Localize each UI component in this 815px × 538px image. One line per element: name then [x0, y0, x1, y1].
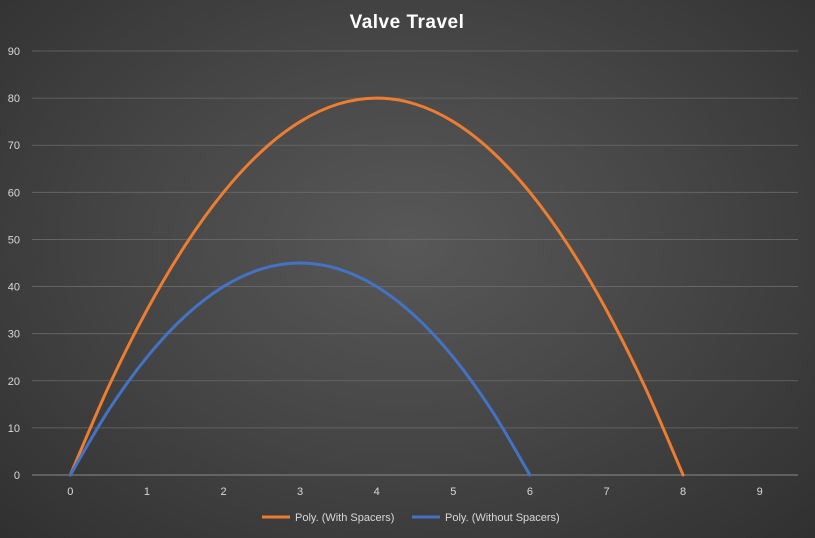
legend: Poly. (With Spacers) Poly. (Without Space…: [262, 512, 560, 524]
y-tick-label: 50: [8, 234, 20, 246]
x-tick-label: 4: [374, 486, 380, 498]
y-tick-label: 90: [8, 46, 20, 58]
legend-item: Poly. (Without Spacers): [412, 512, 560, 524]
x-tick-label: 7: [603, 486, 609, 498]
y-tick-label: 60: [8, 187, 20, 199]
series-line-1: [68, 261, 532, 477]
grid-lines: [32, 50, 798, 429]
y-tick-label: 40: [8, 282, 20, 294]
y-tick-label: 80: [8, 93, 20, 105]
legend-label: Poly. (With Spacers): [295, 512, 394, 524]
axes: 0 10 20 30 40 50 60 70 80 90 0 1 2 3 4 5 6 7 8 9: [8, 46, 798, 498]
series-line-0: [68, 96, 685, 477]
x-tick-label: 9: [757, 486, 763, 498]
x-tick-label: 2: [220, 486, 226, 498]
x-tick-label: 3: [297, 486, 303, 498]
legend-label: Poly. (Without Spacers): [445, 512, 560, 524]
y-tick-label: 10: [8, 423, 20, 435]
x-tick-label: 8: [680, 486, 686, 498]
x-tick-label: 1: [144, 486, 150, 498]
x-tick-label: 5: [450, 486, 456, 498]
y-tick-label: 20: [8, 376, 20, 388]
y-tick-label: 30: [8, 329, 20, 341]
y-tick-label: 70: [8, 140, 20, 152]
legend-item: Poly. (With Spacers): [262, 512, 394, 524]
y-tick-label: 0: [14, 470, 20, 482]
series-lines: [68, 96, 685, 477]
x-tick-label: 6: [527, 486, 533, 498]
chart-title: Valve Travel: [350, 12, 465, 33]
x-tick-label: 0: [67, 486, 73, 498]
